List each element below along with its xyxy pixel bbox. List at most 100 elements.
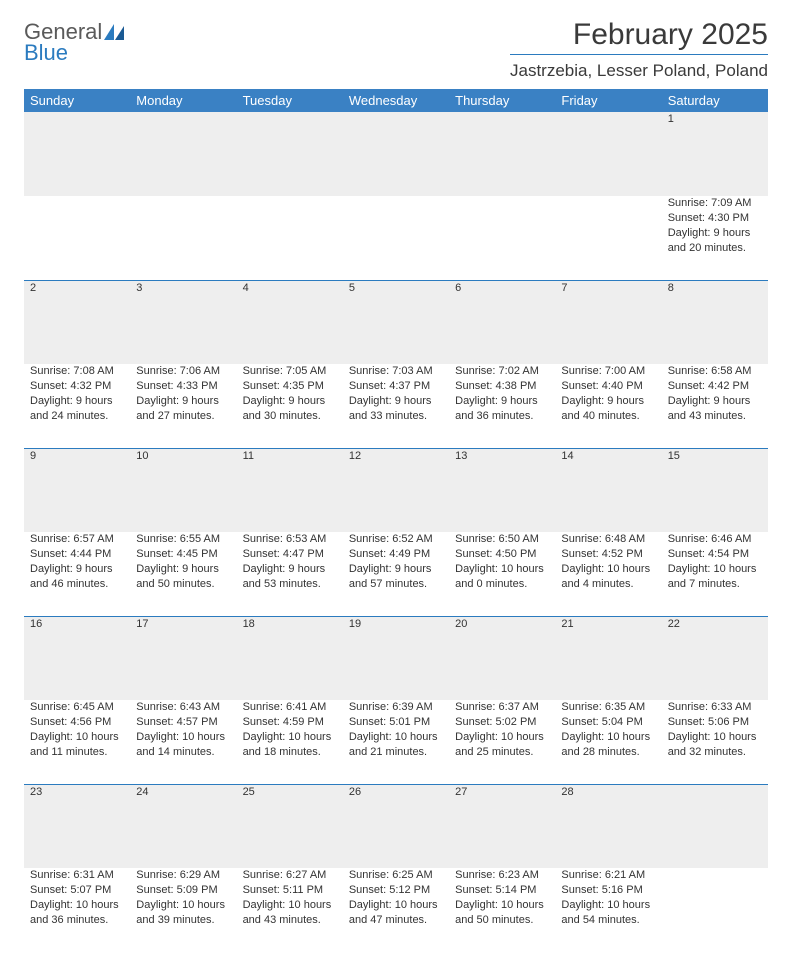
sunset-line: Sunset: 4:30 PM <box>668 211 762 226</box>
daynum-cell: 22 <box>662 616 768 700</box>
sunrise-line: Sunrise: 6:37 AM <box>455 700 549 715</box>
day-cell: Sunrise: 6:31 AMSunset: 5:07 PMDaylight:… <box>24 868 130 952</box>
day-cell: Sunrise: 6:27 AMSunset: 5:11 PMDaylight:… <box>237 868 343 952</box>
weekday-header: Wednesday <box>343 89 449 112</box>
sunset-line: Sunset: 4:40 PM <box>561 379 655 394</box>
day-cell: Sunrise: 7:09 AMSunset: 4:30 PMDaylight:… <box>662 196 768 280</box>
daylight-line: Daylight: 9 hours and 46 minutes. <box>30 562 124 592</box>
day-cell: Sunrise: 6:25 AMSunset: 5:12 PMDaylight:… <box>343 868 449 952</box>
daylight-line: Daylight: 10 hours and 4 minutes. <box>561 562 655 592</box>
day-cell: Sunrise: 6:33 AMSunset: 5:06 PMDaylight:… <box>662 700 768 784</box>
sunset-line: Sunset: 5:06 PM <box>668 715 762 730</box>
calendar-body: 1Sunrise: 7:09 AMSunset: 4:30 PMDaylight… <box>24 112 768 952</box>
sunrise-line: Sunrise: 6:27 AM <box>243 868 337 883</box>
weekday-header-row: Sunday Monday Tuesday Wednesday Thursday… <box>24 89 768 112</box>
daynum-cell: 16 <box>24 616 130 700</box>
day-cell: Sunrise: 7:00 AMSunset: 4:40 PMDaylight:… <box>555 364 661 448</box>
daynum-cell <box>449 112 555 196</box>
sunset-line: Sunset: 4:56 PM <box>30 715 124 730</box>
daynum-cell: 1 <box>662 112 768 196</box>
day-cell: Sunrise: 7:06 AMSunset: 4:33 PMDaylight:… <box>130 364 236 448</box>
daynum-cell: 9 <box>24 448 130 532</box>
daynum-cell: 8 <box>662 280 768 364</box>
sunrise-line: Sunrise: 6:55 AM <box>136 532 230 547</box>
daylight-line: Daylight: 9 hours and 20 minutes. <box>668 226 762 256</box>
day-cell <box>24 196 130 280</box>
daylight-line: Daylight: 9 hours and 40 minutes. <box>561 394 655 424</box>
sunrise-line: Sunrise: 7:08 AM <box>30 364 124 379</box>
daylight-line: Daylight: 10 hours and 21 minutes. <box>349 730 443 760</box>
daylight-line: Daylight: 10 hours and 11 minutes. <box>30 730 124 760</box>
sunset-line: Sunset: 4:37 PM <box>349 379 443 394</box>
daylight-line: Daylight: 10 hours and 50 minutes. <box>455 898 549 928</box>
sunrise-line: Sunrise: 6:25 AM <box>349 868 443 883</box>
daynum-cell: 23 <box>24 784 130 868</box>
sunset-line: Sunset: 5:14 PM <box>455 883 549 898</box>
day-cell: Sunrise: 6:57 AMSunset: 4:44 PMDaylight:… <box>24 532 130 616</box>
daynum-row: 16171819202122 <box>24 616 768 700</box>
daylight-line: Daylight: 10 hours and 18 minutes. <box>243 730 337 760</box>
daynum-cell: 6 <box>449 280 555 364</box>
sunrise-line: Sunrise: 6:48 AM <box>561 532 655 547</box>
daynum-cell: 11 <box>237 448 343 532</box>
location: Jastrzebia, Lesser Poland, Poland <box>510 61 768 81</box>
sunset-line: Sunset: 4:49 PM <box>349 547 443 562</box>
sunset-line: Sunset: 4:47 PM <box>243 547 337 562</box>
daynum-cell: 13 <box>449 448 555 532</box>
day-cell: Sunrise: 7:05 AMSunset: 4:35 PMDaylight:… <box>237 364 343 448</box>
daylight-line: Daylight: 9 hours and 33 minutes. <box>349 394 443 424</box>
week-row: Sunrise: 6:57 AMSunset: 4:44 PMDaylight:… <box>24 532 768 616</box>
daylight-line: Daylight: 9 hours and 57 minutes. <box>349 562 443 592</box>
weekday-header: Friday <box>555 89 661 112</box>
daynum-cell: 10 <box>130 448 236 532</box>
daylight-line: Daylight: 9 hours and 36 minutes. <box>455 394 549 424</box>
sunrise-line: Sunrise: 7:06 AM <box>136 364 230 379</box>
sunrise-line: Sunrise: 6:53 AM <box>243 532 337 547</box>
day-cell <box>662 868 768 952</box>
sunset-line: Sunset: 5:09 PM <box>136 883 230 898</box>
calendar-page: General Blue February 2025 Jastrzebia, L… <box>0 0 792 970</box>
daynum-cell: 28 <box>555 784 661 868</box>
sunrise-line: Sunrise: 6:43 AM <box>136 700 230 715</box>
week-row: Sunrise: 7:09 AMSunset: 4:30 PMDaylight:… <box>24 196 768 280</box>
daylight-line: Daylight: 10 hours and 36 minutes. <box>30 898 124 928</box>
daynum-row: 232425262728 <box>24 784 768 868</box>
daylight-line: Daylight: 10 hours and 28 minutes. <box>561 730 655 760</box>
daynum-cell <box>662 784 768 868</box>
sunset-line: Sunset: 5:16 PM <box>561 883 655 898</box>
daynum-cell: 27 <box>449 784 555 868</box>
day-cell: Sunrise: 6:46 AMSunset: 4:54 PMDaylight:… <box>662 532 768 616</box>
sunset-line: Sunset: 4:38 PM <box>455 379 549 394</box>
logo-text: General Blue <box>24 22 126 63</box>
daylight-line: Daylight: 9 hours and 50 minutes. <box>136 562 230 592</box>
daynum-row: 2345678 <box>24 280 768 364</box>
sunrise-line: Sunrise: 6:23 AM <box>455 868 549 883</box>
daynum-cell: 26 <box>343 784 449 868</box>
day-cell: Sunrise: 6:41 AMSunset: 4:59 PMDaylight:… <box>237 700 343 784</box>
calendar-table: Sunday Monday Tuesday Wednesday Thursday… <box>24 89 768 952</box>
day-cell: Sunrise: 7:08 AMSunset: 4:32 PMDaylight:… <box>24 364 130 448</box>
daylight-line: Daylight: 10 hours and 47 minutes. <box>349 898 443 928</box>
title-rule <box>510 54 768 55</box>
daylight-line: Daylight: 9 hours and 24 minutes. <box>30 394 124 424</box>
day-cell: Sunrise: 6:35 AMSunset: 5:04 PMDaylight:… <box>555 700 661 784</box>
header: General Blue February 2025 Jastrzebia, L… <box>24 18 768 81</box>
daylight-line: Daylight: 10 hours and 7 minutes. <box>668 562 762 592</box>
day-cell <box>555 196 661 280</box>
daylight-line: Daylight: 9 hours and 43 minutes. <box>668 394 762 424</box>
daynum-cell: 12 <box>343 448 449 532</box>
day-cell: Sunrise: 6:43 AMSunset: 4:57 PMDaylight:… <box>130 700 236 784</box>
logo-sail-icon <box>104 23 126 43</box>
daynum-cell: 15 <box>662 448 768 532</box>
month-title: February 2025 <box>510 18 768 52</box>
sunset-line: Sunset: 5:07 PM <box>30 883 124 898</box>
weekday-header: Thursday <box>449 89 555 112</box>
sunset-line: Sunset: 5:01 PM <box>349 715 443 730</box>
daynum-row: 1 <box>24 112 768 196</box>
sunrise-line: Sunrise: 7:05 AM <box>243 364 337 379</box>
daynum-row: 9101112131415 <box>24 448 768 532</box>
day-cell <box>449 196 555 280</box>
sunset-line: Sunset: 4:35 PM <box>243 379 337 394</box>
sunrise-line: Sunrise: 6:29 AM <box>136 868 230 883</box>
daylight-line: Daylight: 10 hours and 54 minutes. <box>561 898 655 928</box>
